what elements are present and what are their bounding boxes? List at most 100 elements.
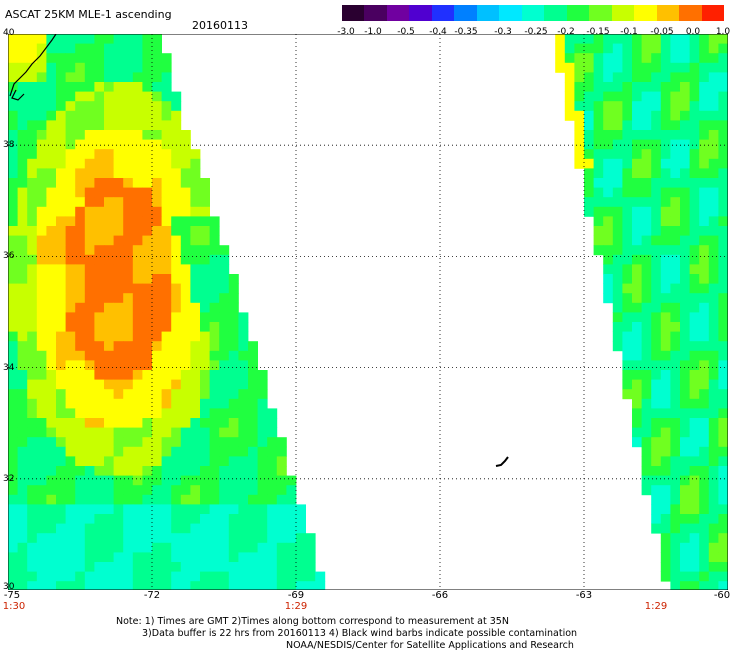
- wind-cell: [171, 456, 182, 467]
- wind-cell: [123, 82, 134, 92]
- wind-cell: [65, 485, 76, 496]
- wind-cell: [670, 331, 681, 342]
- wind-cell: [104, 350, 114, 361]
- wind-cell: [209, 254, 220, 265]
- wind-cell: [689, 130, 700, 140]
- wind-cell: [622, 206, 633, 217]
- wind-cell: [680, 149, 690, 160]
- wind-cell: [36, 408, 47, 419]
- wind-cell: [180, 437, 191, 448]
- wind-cell: [574, 53, 585, 64]
- wind-cell: [200, 437, 210, 448]
- wind-cell: [641, 379, 652, 390]
- colorbar-segment: [386, 5, 410, 21]
- wind-cell: [27, 245, 38, 256]
- wind-cell: [56, 168, 66, 179]
- wind-cell: [84, 235, 95, 246]
- wind-cell: [56, 398, 66, 409]
- wind-cell: [219, 341, 230, 352]
- wind-cell: [171, 418, 182, 428]
- wind-cell: [257, 514, 268, 524]
- wind-cell: [152, 216, 162, 227]
- wind-cell: [152, 245, 162, 256]
- wind-cell: [17, 139, 28, 150]
- wind-cell: [152, 437, 162, 448]
- wind-cell: [190, 466, 201, 476]
- wind-cell: [267, 523, 278, 534]
- wind-cell: [612, 82, 623, 92]
- wind-cell: [689, 168, 700, 179]
- wind-cell: [8, 408, 18, 419]
- wind-cell: [286, 504, 297, 515]
- wind-cell: [84, 274, 95, 284]
- wind-cell: [180, 466, 191, 476]
- wind-cell: [94, 139, 105, 150]
- wind-cell: [27, 72, 38, 83]
- wind-cell: [584, 91, 594, 102]
- wind-cell: [94, 110, 105, 121]
- wind-cell: [689, 274, 700, 284]
- wind-cell: [190, 264, 201, 275]
- wind-cell: [718, 331, 728, 342]
- wind-cell: [123, 302, 134, 313]
- wind-cell: [651, 216, 662, 227]
- wind-cell: [123, 523, 134, 534]
- wind-cell: [641, 120, 652, 131]
- wind-cell: [603, 264, 614, 275]
- wind-cell: [84, 331, 95, 342]
- wind-cell: [593, 130, 604, 140]
- wind-cell: [622, 331, 633, 342]
- wind-cell: [660, 206, 671, 217]
- wind-cell: [670, 178, 681, 188]
- wind-cell: [65, 245, 76, 256]
- wind-cell: [36, 264, 47, 275]
- wind-cell: [612, 72, 623, 83]
- wind-cell: [257, 389, 268, 400]
- wind-cell: [219, 331, 230, 342]
- wind-cell: [593, 206, 604, 217]
- wind-cell: [84, 120, 95, 131]
- wind-cell: [257, 408, 268, 419]
- wind-cell: [651, 466, 662, 476]
- wind-cell: [603, 168, 614, 179]
- wind-cell: [680, 418, 690, 428]
- map-plot: [8, 34, 728, 590]
- wind-cell: [680, 168, 690, 179]
- wind-cell: [161, 283, 172, 294]
- wind-cell: [8, 398, 18, 409]
- wind-cell: [17, 379, 28, 390]
- wind-cell: [180, 427, 191, 438]
- wind-cell: [219, 485, 230, 496]
- wind-cell: [228, 389, 239, 400]
- latitude-label: 36: [3, 251, 15, 262]
- wind-cell: [152, 274, 162, 284]
- wind-cell: [612, 120, 623, 131]
- wind-cell: [660, 197, 671, 208]
- wind-cell: [132, 379, 143, 390]
- wind-cell: [75, 331, 86, 342]
- wind-swaths: [8, 34, 728, 590]
- wind-cell: [651, 130, 662, 140]
- wind-cell: [228, 552, 239, 563]
- wind-cell: [689, 533, 700, 544]
- wind-cell: [152, 197, 162, 208]
- wind-cell: [612, 264, 623, 275]
- wind-cell: [65, 312, 76, 323]
- wind-cell: [622, 274, 633, 284]
- wind-cell: [660, 216, 671, 227]
- wind-cell: [219, 408, 230, 419]
- wind-cell: [8, 43, 18, 54]
- wind-cell: [219, 398, 230, 409]
- wind-cell: [171, 216, 182, 227]
- wind-cell: [276, 533, 287, 544]
- wind-cell: [651, 178, 662, 188]
- wind-cell: [104, 254, 114, 265]
- wind-cell: [718, 72, 728, 83]
- wind-cell: [660, 101, 671, 112]
- wind-cell: [142, 235, 153, 246]
- wind-cell: [152, 485, 162, 496]
- wind-cell: [660, 341, 671, 352]
- colorbar-segment: [566, 5, 590, 21]
- wind-cell: [113, 130, 124, 140]
- wind-cell: [113, 542, 124, 553]
